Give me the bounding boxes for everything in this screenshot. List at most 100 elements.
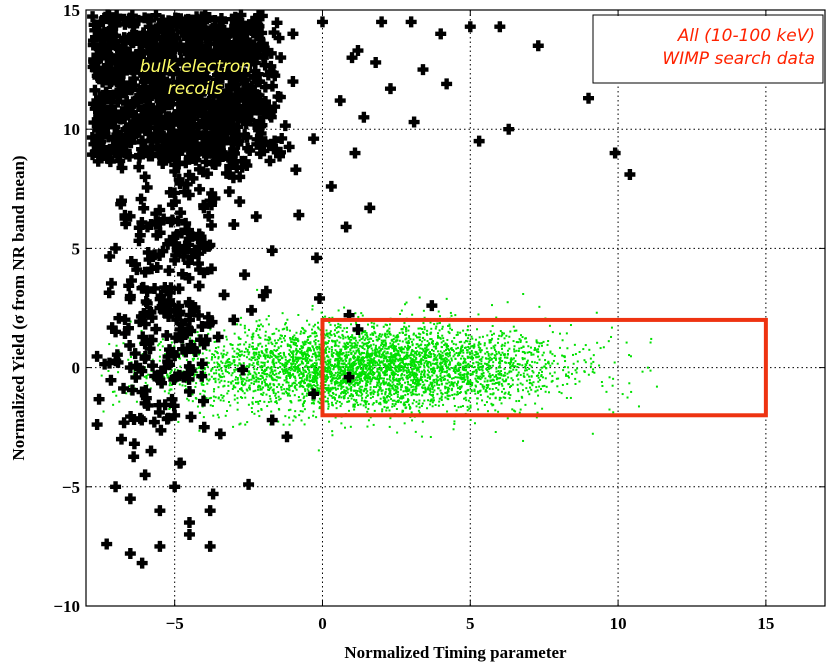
green-data-point <box>584 344 587 347</box>
green-data-point <box>369 376 372 379</box>
green-data-point <box>314 353 317 356</box>
green-data-point <box>259 388 262 391</box>
green-data-point <box>514 365 517 368</box>
green-data-point <box>492 361 495 364</box>
green-data-point <box>227 389 230 392</box>
green-data-point <box>316 377 319 380</box>
green-data-point <box>371 395 374 398</box>
green-data-point <box>248 343 251 346</box>
green-data-point <box>365 365 368 368</box>
green-data-point <box>410 386 413 389</box>
green-data-point <box>356 367 359 370</box>
green-data-point <box>175 381 178 384</box>
green-data-point <box>356 344 359 347</box>
green-data-point <box>261 375 264 378</box>
green-data-point <box>599 347 602 350</box>
green-data-point <box>225 353 228 356</box>
green-data-point <box>410 374 413 377</box>
green-data-point <box>289 385 292 388</box>
green-data-point <box>225 338 228 341</box>
green-data-point <box>238 388 241 391</box>
green-data-point <box>294 344 297 347</box>
green-data-point <box>541 376 544 379</box>
green-data-point <box>433 362 436 365</box>
green-data-point <box>366 383 369 386</box>
green-data-point <box>487 370 490 373</box>
green-data-point <box>294 416 297 419</box>
green-data-point <box>273 339 276 342</box>
green-data-point <box>391 405 394 408</box>
black-data-point <box>116 162 128 174</box>
green-data-point <box>497 370 500 373</box>
green-data-point <box>541 354 544 357</box>
green-data-point <box>246 376 249 379</box>
green-data-point <box>270 386 273 389</box>
green-data-point <box>436 364 439 367</box>
green-data-point <box>408 376 411 379</box>
green-data-point <box>345 364 348 367</box>
green-data-point <box>441 365 444 368</box>
green-data-point <box>467 399 470 402</box>
green-data-point <box>396 374 399 377</box>
green-data-point <box>355 367 358 370</box>
green-data-point <box>361 385 364 388</box>
green-data-point <box>612 411 615 414</box>
green-data-point <box>284 356 287 359</box>
green-data-point <box>393 367 396 370</box>
green-data-point <box>400 397 403 400</box>
green-data-point <box>366 400 369 403</box>
green-data-point <box>363 399 366 402</box>
green-data-point <box>448 394 451 397</box>
green-data-point <box>367 346 370 349</box>
green-data-point <box>386 370 389 373</box>
green-data-point <box>455 368 458 371</box>
green-data-point <box>243 354 246 357</box>
green-data-point <box>428 355 431 358</box>
green-data-point <box>272 392 275 395</box>
black-data-point <box>258 145 270 157</box>
green-data-point <box>469 404 472 407</box>
green-data-point <box>159 348 162 351</box>
green-data-point <box>178 383 181 386</box>
green-data-point <box>236 323 239 326</box>
green-data-point <box>547 391 550 394</box>
green-data-point <box>216 413 219 416</box>
green-data-point <box>365 342 368 345</box>
green-data-point <box>362 335 365 338</box>
green-data-point <box>248 346 251 349</box>
green-data-point <box>430 327 433 330</box>
green-data-point <box>511 408 514 411</box>
green-data-point <box>402 395 405 398</box>
green-data-point <box>236 382 239 385</box>
green-data-point <box>449 351 452 354</box>
green-data-point <box>329 379 332 382</box>
green-data-point <box>352 364 355 367</box>
green-data-point <box>147 373 150 376</box>
green-data-point <box>257 402 260 405</box>
green-data-point <box>342 365 345 368</box>
green-data-point <box>457 393 460 396</box>
green-data-point <box>443 363 446 366</box>
green-data-point <box>397 353 400 356</box>
green-data-point <box>427 343 430 346</box>
green-data-point <box>270 400 273 403</box>
green-data-point <box>524 367 527 370</box>
green-data-point <box>383 373 386 376</box>
green-data-point <box>407 374 410 377</box>
green-data-point <box>318 406 321 409</box>
green-data-point <box>285 361 288 364</box>
green-data-point <box>243 392 246 395</box>
green-data-point <box>406 401 409 404</box>
green-data-point <box>380 389 383 392</box>
green-data-point <box>354 378 357 381</box>
green-data-point <box>307 372 310 375</box>
green-data-point <box>561 383 564 386</box>
green-data-point <box>299 410 302 413</box>
green-data-point <box>525 341 528 344</box>
green-data-point <box>248 372 251 375</box>
green-data-point <box>196 357 199 360</box>
green-data-point <box>329 375 332 378</box>
green-data-point <box>403 325 406 328</box>
green-data-point <box>330 370 333 373</box>
green-data-point <box>284 358 287 361</box>
